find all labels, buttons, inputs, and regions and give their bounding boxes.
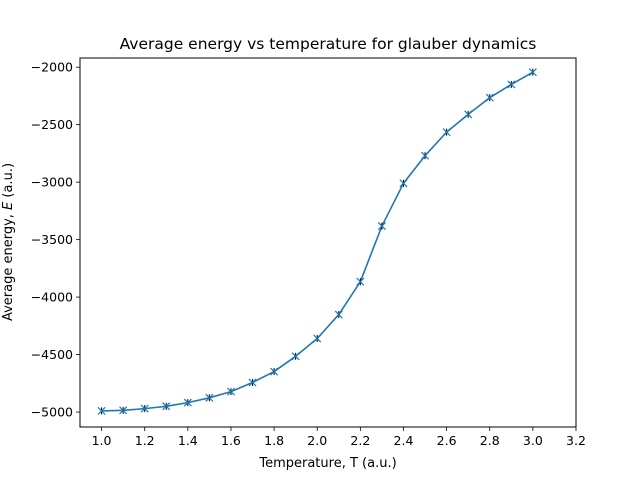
- data-point: [334, 310, 343, 319]
- chart-title: Average energy vs temperature for glaube…: [120, 35, 537, 53]
- x-tick-label: 2.2: [350, 433, 370, 448]
- data-point: [270, 367, 279, 376]
- data-point: [507, 80, 516, 89]
- data-point: [291, 352, 300, 361]
- y-tick-label: −2000: [31, 60, 73, 75]
- x-tick-label: 2.6: [437, 433, 457, 448]
- data-point: [205, 393, 214, 402]
- data-point: [226, 387, 235, 396]
- data-point: [356, 277, 365, 286]
- data-point: [162, 402, 171, 411]
- x-tick-label: 2.8: [480, 433, 500, 448]
- axis-ticks: 1.0 1.2 1.4 1.6 1.8 2.0 2.2 2.4 2.6 2.8 3.0 3.2 −500…: [31, 60, 586, 448]
- x-tick-label: 1.2: [135, 433, 155, 448]
- data-point: [528, 68, 537, 77]
- y-tick-label: −4500: [31, 347, 73, 362]
- x-tick-label: 2.4: [394, 433, 414, 448]
- x-tick-label: 1.0: [92, 433, 112, 448]
- data-point: [377, 222, 386, 231]
- y-tick-label: −5000: [31, 405, 73, 420]
- x-tick-label: 3.2: [566, 433, 586, 448]
- y-tick-label: −3500: [31, 232, 73, 247]
- y-tick-label: −2500: [31, 117, 73, 132]
- series-group: [97, 68, 537, 415]
- plot-frame: [79, 57, 577, 428]
- data-point: [97, 406, 106, 415]
- data-point: [248, 378, 257, 387]
- data-point: [140, 404, 149, 413]
- y-axis-label-symbol: E: [1, 201, 16, 210]
- data-point: [119, 406, 128, 415]
- data-point: [421, 151, 430, 160]
- y-tick-label: −3000: [31, 175, 73, 190]
- x-tick-label: 3.0: [523, 433, 543, 448]
- data-point: [183, 398, 192, 407]
- y-axis-label-suffix: (a.u.): [1, 163, 16, 202]
- x-tick-label: 1.4: [178, 433, 198, 448]
- x-tick-label: 1.6: [221, 433, 241, 448]
- data-point: [442, 128, 451, 137]
- y-axis-label-prefix: Average energy,: [1, 210, 16, 321]
- x-tick-label: 2.0: [307, 433, 327, 448]
- data-point: [399, 179, 408, 188]
- x-axis-label: Temperature, T (a.u.): [258, 456, 396, 471]
- data-point: [313, 334, 322, 343]
- y-tick-label: −4000: [31, 290, 73, 305]
- y-axis-label: Average energy, E (a.u.): [1, 163, 16, 321]
- x-tick-label: 1.8: [264, 433, 284, 448]
- data-point: [485, 93, 494, 102]
- data-point: [464, 110, 473, 119]
